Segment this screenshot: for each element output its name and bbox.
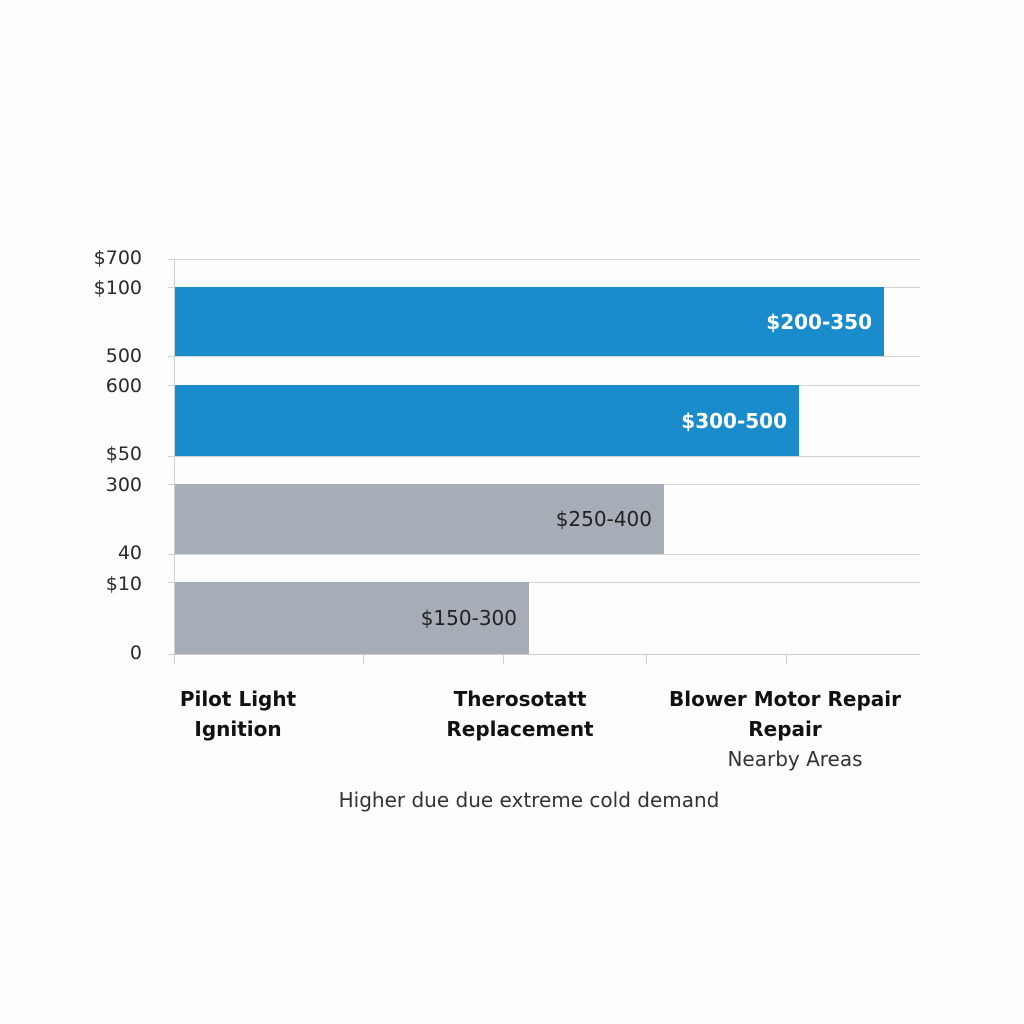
bar-value-label: $300-500 [681, 408, 787, 433]
x-category-label-thermostat: Therosotatt Replacement [420, 684, 620, 744]
nearby-areas-label: Nearby Areas [727, 747, 863, 771]
y-axis-line [174, 259, 175, 659]
x-tick [786, 654, 787, 664]
x-tick [174, 654, 175, 664]
label-line: Therosotatt [453, 687, 587, 711]
y-tick-label: $700 [93, 247, 142, 269]
y-tick-label: $10 [105, 573, 142, 595]
x-tick [646, 654, 647, 664]
y-tick-label: 0 [129, 642, 142, 664]
gridline [168, 582, 920, 583]
x-category-label-blower-motor: Blower Motor Repair Repair [655, 684, 915, 744]
label-line: Pilot Light [179, 687, 297, 711]
y-tick-label: 600 [105, 375, 142, 397]
x-tick [503, 654, 504, 664]
bar-3: $250-400 [175, 484, 664, 554]
gridline [168, 456, 920, 457]
label-line: Replacement [446, 717, 594, 741]
x-tick [363, 654, 364, 664]
bar-value-label: $250-400 [555, 507, 652, 531]
x-axis-line [168, 654, 920, 655]
gridline [168, 356, 920, 357]
bar-1: $200-350 [175, 287, 884, 356]
label-line: Ignition [194, 717, 282, 741]
label-line: Repair [748, 717, 822, 741]
bar-4: $150-300 [175, 582, 529, 654]
label-line: Blower Motor Repair [669, 687, 901, 711]
gridline [168, 259, 920, 260]
bar-value-label: $200-350 [766, 309, 872, 334]
y-tick-label: 500 [105, 345, 142, 367]
x-category-label-pilot-light: Pilot Light Ignition [138, 684, 338, 744]
bar-value-label: $150-300 [420, 606, 517, 630]
gridline [168, 554, 920, 555]
y-tick-label: 40 [117, 542, 142, 564]
footnote: Higher due due extreme cold demand [338, 788, 720, 812]
y-tick-label: $100 [93, 277, 142, 299]
y-tick-label: $50 [105, 443, 142, 465]
bar-2: $300-500 [175, 385, 799, 456]
y-tick-label: 300 [105, 474, 142, 496]
